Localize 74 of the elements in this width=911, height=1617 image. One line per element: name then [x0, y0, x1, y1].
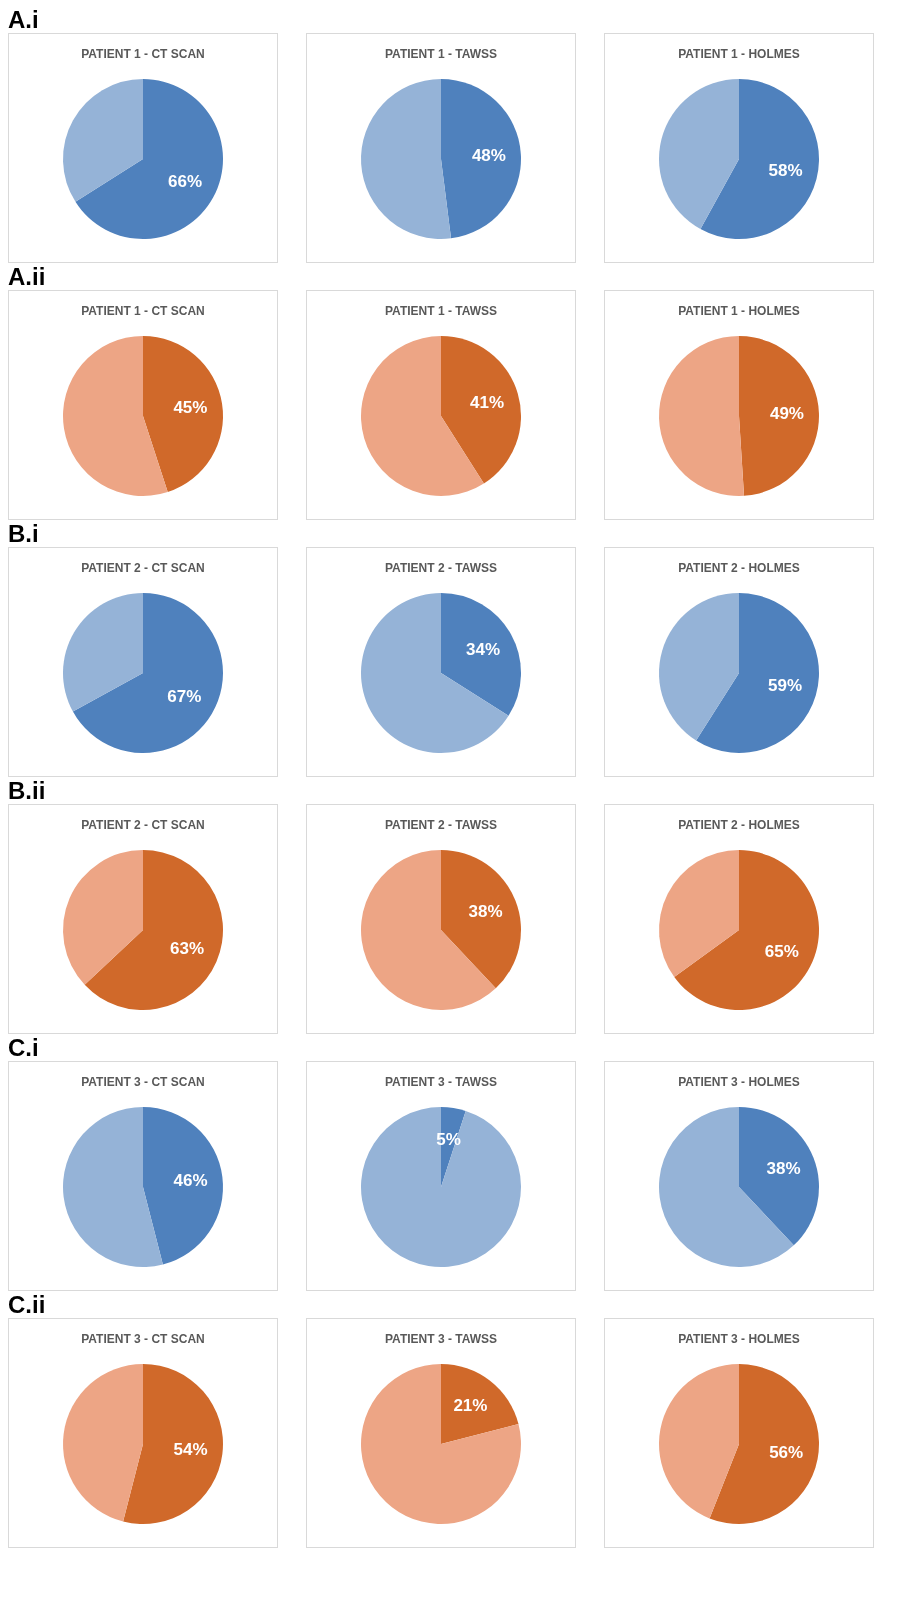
chart-title: PATIENT 2 - HOLMES: [678, 818, 800, 832]
chart-title: PATIENT 1 - CT SCAN: [81, 304, 205, 318]
data-label: 67%: [167, 687, 202, 707]
pie-slice: [361, 79, 452, 239]
text: C.i: [8, 1034, 39, 1061]
chart-title: PATIENT 1 - CT SCAN: [81, 47, 205, 61]
pie-slice: [441, 593, 521, 716]
data-label: 58%: [768, 160, 803, 180]
pie-slice: [143, 1107, 223, 1265]
pie-slice: [143, 336, 223, 493]
pie-slice: [63, 1364, 143, 1522]
chart-title: PATIENT 3 - HOLMES: [678, 1332, 800, 1346]
data-label: 48%: [471, 145, 506, 165]
pie-slice: [441, 850, 521, 989]
chart-title: PATIENT 1 - TAWSS: [384, 304, 498, 318]
data-label: 21%: [453, 1396, 488, 1416]
pie-slice: [63, 79, 143, 202]
pie-slice: [659, 79, 739, 230]
pie-slice: [659, 1364, 739, 1519]
chart-title: PATIENT 3 - CT SCAN: [81, 1075, 205, 1089]
pie-slice: [696, 593, 819, 753]
pie-slice: [361, 1364, 521, 1524]
data-label: 49%: [769, 404, 804, 424]
pie-slice: [700, 79, 819, 239]
data-label: 5%: [436, 1129, 461, 1149]
data-label: 34%: [466, 639, 501, 659]
data-label: 46%: [173, 1170, 208, 1190]
chart-title: PATIENT 2 - CT SCAN: [81, 561, 205, 575]
pie-slice: [361, 593, 509, 753]
data-label: 54%: [173, 1440, 208, 1460]
chart-title: PATIENT 2 - HOLMES: [678, 561, 800, 575]
chart-title: PATIENT 2 - TAWSS: [384, 561, 498, 575]
chart-title: PATIENT 2 - TAWSS: [384, 818, 498, 832]
data-label: 56%: [769, 1442, 804, 1462]
chart-title: PATIENT 3 - TAWSS: [384, 1332, 498, 1346]
chart-title: PATIENT 2 - CT SCAN: [81, 818, 205, 832]
chart-title: PATIENT 1 - HOLMES: [678, 47, 800, 61]
pie-slice: [674, 850, 819, 1010]
data-label: 45%: [173, 398, 208, 418]
pie-slice: [63, 850, 143, 985]
pie-slice: [75, 79, 223, 239]
chart-title: PATIENT 3 - CT SCAN: [81, 1332, 205, 1346]
data-label: 63%: [170, 939, 205, 959]
text: A.ii: [8, 263, 46, 290]
chart-title: PATIENT 3 - HOLMES: [678, 1075, 800, 1089]
pie-slice: [63, 1107, 163, 1267]
text: B.ii: [8, 777, 46, 804]
data-label: 38%: [468, 902, 503, 922]
data-label: 38%: [766, 1159, 801, 1179]
pie-slice: [441, 1364, 519, 1444]
pie-slice: [84, 850, 223, 1010]
pie-slice: [709, 1364, 819, 1524]
pie-slice: [123, 1364, 223, 1524]
pie-slice: [739, 336, 819, 496]
chart-title: PATIENT 1 - HOLMES: [678, 304, 800, 318]
pie-slice: [63, 336, 168, 496]
pie-slice: [63, 593, 143, 712]
text: B.i: [8, 520, 39, 547]
data-label: 66%: [168, 172, 203, 192]
pie-slice: [659, 593, 739, 741]
text: A.i: [8, 6, 39, 33]
data-label: 65%: [764, 941, 799, 961]
pie-slice: [659, 850, 739, 978]
pie-slice: [361, 1107, 521, 1267]
pie-slice: [72, 593, 223, 753]
pie-slice: [739, 1107, 819, 1246]
pie-slice: [441, 336, 521, 484]
chart-title: PATIENT 1 - TAWSS: [384, 47, 498, 61]
data-label: 41%: [470, 392, 505, 412]
chart-title: PATIENT 3 - TAWSS: [384, 1075, 498, 1089]
data-label: 59%: [768, 676, 803, 696]
text: C.ii: [8, 1291, 46, 1318]
pie-slice: [441, 79, 521, 239]
pie-slice: [659, 336, 745, 496]
